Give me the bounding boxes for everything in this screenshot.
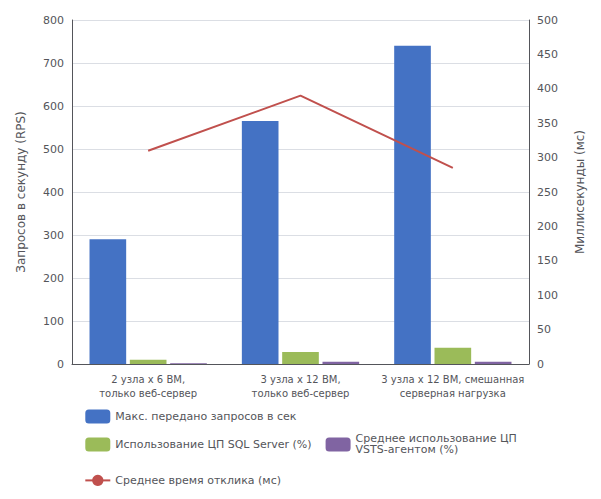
svg-text:150: 150 bbox=[537, 254, 558, 267]
svg-text:серверная нагрузка: серверная нагрузка bbox=[400, 388, 506, 399]
svg-text:VSTS-агентом (%): VSTS-агентом (%) bbox=[356, 443, 459, 456]
svg-text:700: 700 bbox=[43, 57, 64, 70]
svg-text:Использование ЦП SQL Server (%: Использование ЦП SQL Server (%) bbox=[115, 438, 311, 451]
svg-text:250: 250 bbox=[537, 186, 558, 199]
svg-text:0: 0 bbox=[57, 358, 64, 371]
svg-text:Среднее время отклика (мс): Среднее время отклика (мс) bbox=[115, 474, 281, 487]
svg-text:50: 50 bbox=[537, 323, 551, 336]
svg-text:300: 300 bbox=[537, 151, 558, 164]
svg-text:2 узла x 6 ВМ,: 2 узла x 6 ВМ, bbox=[111, 374, 185, 385]
svg-text:600: 600 bbox=[43, 100, 64, 113]
svg-text:500: 500 bbox=[537, 14, 558, 27]
svg-text:Среднее использование ЦП: Среднее использование ЦП bbox=[355, 432, 517, 446]
svg-text:100: 100 bbox=[537, 289, 558, 302]
svg-text:200: 200 bbox=[43, 272, 64, 285]
svg-text:450: 450 bbox=[537, 48, 558, 61]
svg-text:Миллисекунды (мс): Миллисекунды (мс) bbox=[573, 130, 587, 254]
svg-text:Макс. передано запросов в сек: Макс. передано запросов в сек bbox=[115, 410, 296, 423]
svg-text:только веб-сервер: только веб-сервер bbox=[252, 388, 350, 399]
svg-text:3 узла x 12 ВМ,: 3 узла x 12 ВМ, bbox=[260, 374, 340, 385]
svg-text:3 узла x 12 ВМ, смешанная: 3 узла x 12 ВМ, смешанная bbox=[381, 374, 524, 385]
svg-text:Запросов в секунду (RPS): Запросов в секунду (RPS) bbox=[14, 111, 28, 273]
svg-text:400: 400 bbox=[537, 82, 558, 95]
svg-text:800: 800 bbox=[43, 14, 64, 27]
svg-text:350: 350 bbox=[537, 117, 558, 130]
svg-text:только веб-сервер: только веб-сервер bbox=[99, 388, 197, 399]
svg-text:200: 200 bbox=[537, 220, 558, 233]
svg-text:0: 0 bbox=[537, 358, 544, 371]
svg-text:300: 300 bbox=[43, 229, 64, 242]
svg-text:400: 400 bbox=[43, 186, 64, 199]
svg-text:100: 100 bbox=[43, 315, 64, 328]
svg-text:500: 500 bbox=[43, 143, 64, 156]
